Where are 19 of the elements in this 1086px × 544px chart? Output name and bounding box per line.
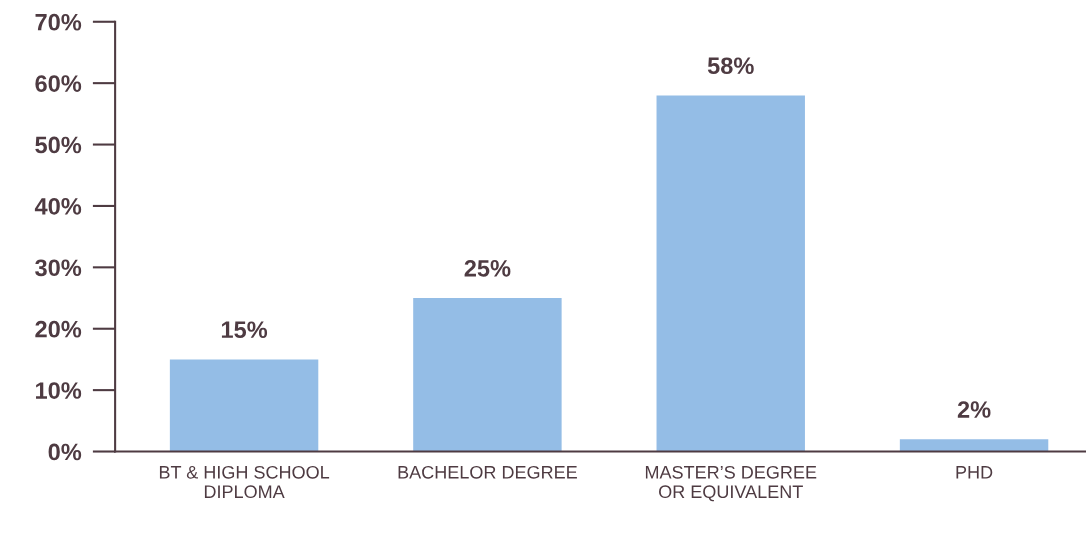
y-tick-label: 30%	[35, 259, 82, 277]
x-tick-label: MASTER’S DEGREE OR EQUIVALENT	[645, 465, 817, 502]
data-label: 2%	[957, 401, 991, 418]
y-tick-label: 70%	[35, 13, 82, 31]
bar	[413, 298, 562, 452]
y-tick-label: 20%	[35, 320, 82, 338]
data-label: 58%	[707, 57, 754, 75]
x-tick-label: PHD	[956, 466, 993, 479]
y-tick-label: 50%	[35, 136, 82, 154]
x-tick-label: BT & HIGH SCHOOL DIPLOMA	[159, 465, 330, 499]
data-label: 25%	[464, 259, 511, 277]
y-tick-label: 60%	[35, 75, 82, 92]
y-tick-label: 10%	[36, 382, 82, 399]
y-tick-label: 40%	[34, 198, 82, 215]
data-label: 15%	[221, 321, 268, 339]
bar	[169, 359, 319, 452]
x-tick-label: BACHELOR DEGREE	[398, 465, 577, 479]
bar	[656, 95, 805, 452]
y-tick-label: 0%	[48, 443, 82, 461]
